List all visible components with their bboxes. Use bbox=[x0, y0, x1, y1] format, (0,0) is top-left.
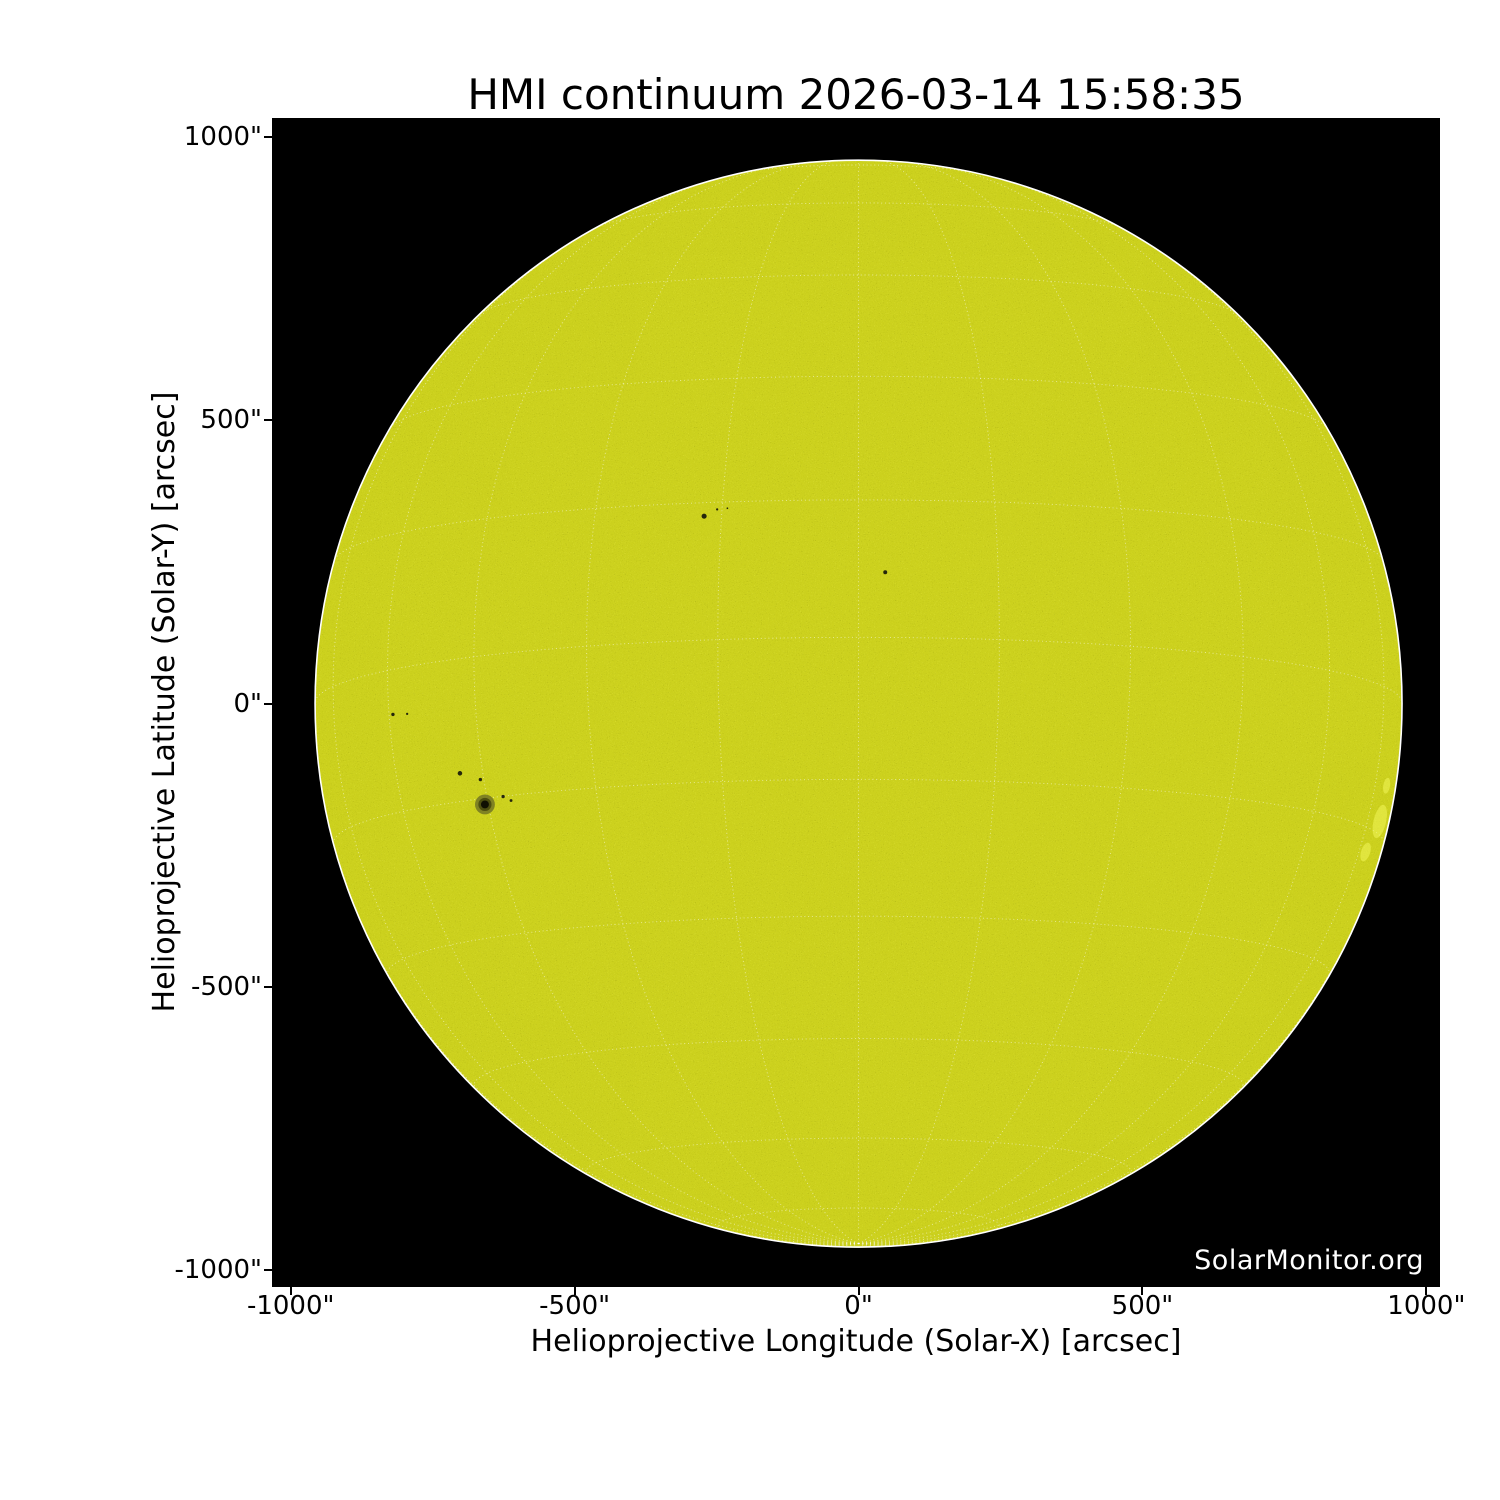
grid-line bbox=[594, 202, 1123, 229]
y-tick-label: 500" bbox=[200, 405, 262, 436]
grid-line bbox=[858, 1243, 913, 1246]
facula-patch bbox=[1360, 842, 1371, 862]
y-tick-label: -500" bbox=[191, 971, 262, 1002]
grid-line bbox=[314, 636, 1403, 702]
grid-line bbox=[717, 159, 859, 1244]
page-title: HMI continuum 2026-03-14 15:58:35 bbox=[467, 70, 1245, 119]
y-tick-label: 0" bbox=[233, 688, 262, 719]
x-tick-mark bbox=[857, 1287, 860, 1295]
sunspot bbox=[457, 771, 463, 776]
photosphere-texture bbox=[314, 159, 1403, 1248]
y-tick-mark bbox=[264, 419, 272, 422]
sun-limb-rim bbox=[314, 159, 1403, 1248]
grid-line bbox=[387, 175, 859, 1244]
sunspot bbox=[478, 777, 483, 782]
sunspot bbox=[716, 508, 719, 511]
grid-line bbox=[858, 1243, 888, 1248]
y-tick-mark bbox=[264, 136, 272, 139]
grid-line bbox=[858, 1243, 874, 1248]
grid-line bbox=[473, 165, 859, 1244]
x-tick-label: -1000" bbox=[246, 1291, 335, 1321]
y-tick-mark bbox=[264, 1269, 272, 1271]
x-tick-label: 500" bbox=[1111, 1291, 1174, 1321]
sunspots bbox=[391, 507, 888, 815]
grid-line bbox=[387, 915, 1331, 976]
grid-line bbox=[332, 210, 859, 1244]
grid-line bbox=[858, 210, 1385, 1244]
sunspot bbox=[726, 507, 729, 510]
grid-line bbox=[858, 175, 1331, 1244]
sunspot bbox=[501, 794, 505, 799]
y-tick-label: 1000" bbox=[183, 122, 262, 153]
sunspot bbox=[391, 712, 395, 717]
sunspot bbox=[406, 712, 409, 715]
sunspot bbox=[480, 800, 489, 809]
facula-patch bbox=[1372, 804, 1388, 839]
x-tick-label: -500" bbox=[539, 1291, 611, 1321]
x-tick-mark bbox=[573, 1287, 576, 1295]
grid-line bbox=[843, 1243, 859, 1248]
x-tick-label: 0" bbox=[844, 1291, 873, 1321]
solarmonitor-watermark: SolarMonitor.org bbox=[1194, 1245, 1424, 1276]
grid-line bbox=[858, 159, 1000, 1244]
x-tick-label: 1000" bbox=[1387, 1291, 1466, 1321]
grid-line bbox=[477, 274, 1240, 316]
y-axis-label: Helioprojective Latitude (Solar-Y) [arcs… bbox=[147, 391, 182, 1013]
facula-patch bbox=[1382, 777, 1391, 794]
solar-disk-image bbox=[272, 118, 1440, 1287]
grid-line bbox=[804, 1243, 859, 1246]
x-tick-mark bbox=[289, 1287, 292, 1295]
y-tick-mark bbox=[264, 702, 272, 705]
y-tick-mark bbox=[264, 985, 272, 988]
x-tick-mark bbox=[1141, 1287, 1144, 1295]
x-tick-mark bbox=[1425, 1287, 1428, 1295]
grid-line bbox=[858, 165, 1244, 1244]
grid-line bbox=[334, 499, 1384, 560]
sunspot bbox=[701, 513, 707, 519]
x-axis-label: Helioprojective Longitude (Solar-X) [arc… bbox=[530, 1324, 1182, 1359]
grid-line bbox=[332, 778, 1385, 844]
sunspot bbox=[883, 570, 888, 575]
sunspot bbox=[509, 799, 513, 802]
y-tick-label: -1000" bbox=[174, 1255, 262, 1285]
